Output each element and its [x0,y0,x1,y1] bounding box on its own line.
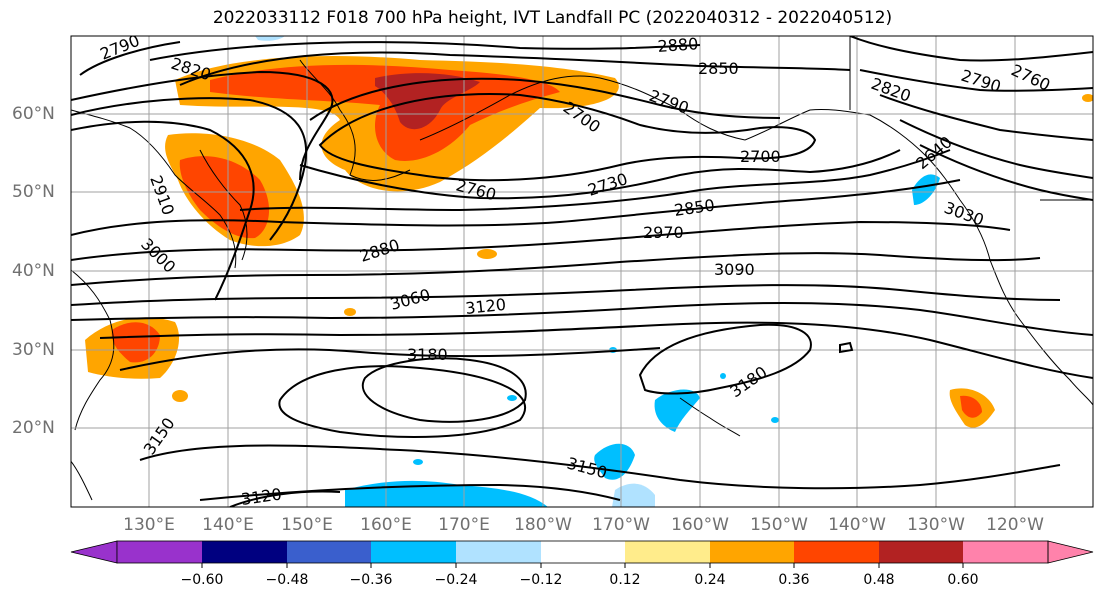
colorbar [70,540,1094,568]
negative-patch [771,417,779,423]
positive-anomaly-okhotsk-peak [375,73,480,130]
longitude-label: 150°W [750,515,808,535]
contour-label: 3180 [726,362,770,401]
contour-label: 2730 [585,169,630,200]
latitude-label: 30°N [12,340,55,360]
negative-anomaly-south2 [594,443,635,480]
colorbar-tick-label: −0.12 [519,572,563,588]
map-frame [70,35,1094,508]
contour-label: 3180 [407,345,448,364]
longitude-label: 180°W [514,515,572,535]
colorbar-tick-label: 0.60 [947,572,979,588]
contour-label: 3060 [388,285,432,314]
colorbar-segment [963,541,1048,563]
positive-anomaly-okhotsk-core [210,64,560,161]
colorbar-tick-label: −0.48 [265,572,309,588]
positive-anomaly-ecs-core [111,322,160,363]
contour-label: 2640 [912,132,955,173]
colorbar-segment [287,541,371,563]
negative-anomaly-south3 [612,483,655,507]
colorbar-segment [371,541,456,563]
longitude-label: 130°E [123,515,175,535]
contour-label: 2910 [146,173,178,218]
contour-label: 2790 [647,86,692,118]
colorbar-segment [541,541,625,563]
positive-patch [1082,94,1093,102]
latitude-label: 60°N [12,104,55,124]
contour-label: 2850 [673,195,716,219]
contour-label: 2850 [698,59,739,78]
negative-patch [413,459,423,465]
colorbar-tick-label: 0.24 [694,572,726,588]
contour-label: 3120 [464,295,506,318]
contour-label: 3090 [714,260,755,279]
latitude-label: 50°N [12,182,55,202]
longitude-label: 170°E [438,515,490,535]
colorbar-tick-label: −0.36 [349,572,393,588]
colorbar-extend-low [70,540,118,564]
colorbar-tick-label: −0.60 [180,572,224,588]
colorbar-tick-label: −0.24 [434,572,478,588]
longitude-label: 150°E [281,515,333,535]
longitude-label: 140°W [828,515,886,535]
longitude-label: 120°W [986,515,1044,535]
colorbar-segment [710,541,794,563]
negative-anomaly-north [255,36,285,41]
contour-label: 2790 [959,66,1004,97]
longitude-label: 170°W [592,515,650,535]
colorbar-segment [117,541,202,563]
colorbar-segment [456,541,541,563]
colorbar-segment [625,541,710,563]
longitude-label: 140°E [202,515,254,535]
negative-patch [507,395,517,401]
contour-label: 3000 [137,234,179,276]
latitude-label: 20°N [12,418,55,438]
colorbar-tick-label: 0.12 [609,572,641,588]
positive-patch [344,308,356,316]
longitude-label: 130°W [907,515,965,535]
contour-label: 3120 [240,484,283,508]
negative-anomaly-gulf-alaska [912,174,940,205]
contour-label: 2880 [357,235,402,266]
ivt-anomaly-shading [85,36,1093,507]
colorbar-segment [879,541,963,563]
contour-label: 2700 [740,147,781,166]
positive-patch [477,249,497,259]
colorbar-segment [202,541,287,563]
positive-anomaly-baja-core [960,395,982,418]
contour-label: 2880 [657,34,699,56]
colorbar-tick-label: 0.36 [778,572,810,588]
longitude-label: 160°W [671,515,729,535]
gridlines [71,36,1093,507]
contour-label: 2970 [643,223,684,242]
positive-patch [172,390,188,402]
negative-patch [720,373,726,379]
latitude-label: 40°N [12,261,55,281]
colorbar-segment [794,541,879,563]
longitude-label: 160°E [360,515,412,535]
negative-anomaly-hawaii [654,389,700,432]
height-contours [71,36,1093,507]
colorbar-extend-high [1047,540,1094,564]
colorbar-tick-label: 0.48 [863,572,895,588]
map-title: 2022033112 F018 700 hPa height, IVT Land… [212,8,893,28]
colorbar-frame [116,540,1049,564]
